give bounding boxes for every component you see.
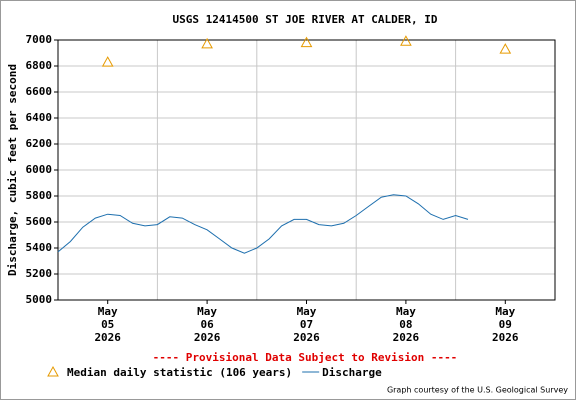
median-marker [499, 43, 512, 54]
x-tick-label: 06 [200, 318, 214, 331]
x-tick-label: 2026 [194, 331, 221, 344]
x-tick-label: 09 [499, 318, 512, 331]
x-tick-label: 07 [300, 318, 313, 331]
plot-border [57, 39, 556, 301]
discharge-line [57, 194, 469, 254]
y-tick-label: 5600 [26, 215, 53, 228]
provisional-note: ---- Provisional Data Subject to Revisio… [153, 351, 458, 364]
median-marker [201, 37, 213, 49]
y-tick-label: 5400 [26, 241, 53, 254]
y-tick-label: 5200 [26, 267, 53, 280]
y-tick-label: 6800 [26, 59, 53, 72]
legend-label: Median daily statistic (106 years) [67, 366, 292, 379]
x-tick-label: 08 [399, 318, 412, 331]
y-tick-label: 5000 [26, 293, 53, 306]
y-tick-label: 6000 [26, 163, 53, 176]
median-marker [400, 35, 412, 46]
y-tick-label: 6600 [26, 85, 53, 98]
x-tick-label: May [197, 305, 217, 318]
y-tick-label: 7000 [26, 33, 53, 46]
x-tick-label: 2026 [393, 331, 420, 344]
x-tick-label: May [396, 305, 416, 318]
chart-title: USGS 12414500 ST JOE RIVER AT CALDER, ID [173, 13, 438, 26]
x-tick-label: May [495, 305, 515, 318]
y-tick-label: 6400 [26, 111, 53, 124]
median-marker [300, 36, 313, 48]
x-tick-label: 2026 [293, 331, 320, 344]
x-tick-label: 2026 [94, 331, 121, 344]
y-tick-label: 6200 [26, 137, 53, 150]
y-tick-label: 5800 [26, 189, 53, 202]
y-axis-label: Discharge, cubic feet per second [6, 64, 19, 276]
x-tick-label: May [297, 305, 317, 318]
legend-label: Discharge [322, 366, 382, 379]
credit: Graph courtesy of the U.S. Geological Su… [387, 386, 568, 395]
legend-marker [47, 365, 59, 377]
x-tick-label: 05 [101, 318, 114, 331]
median-marker [101, 56, 114, 67]
x-tick-label: 2026 [492, 331, 519, 344]
x-tick-label: May [98, 305, 118, 318]
